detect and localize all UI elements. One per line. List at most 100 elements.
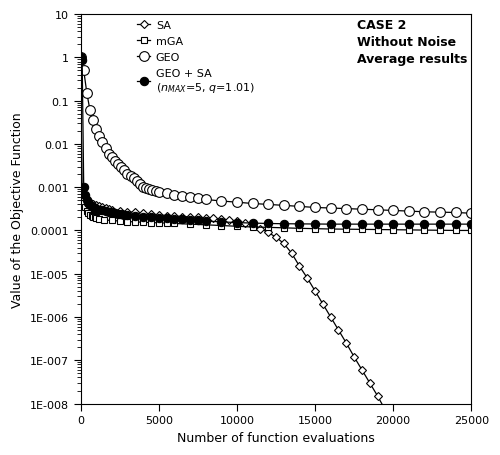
GEO [390, 208, 396, 214]
GEO + SA [96, 207, 102, 213]
GEO [437, 210, 443, 215]
mGA [452, 228, 458, 234]
mGA [156, 221, 162, 226]
SA [344, 340, 349, 346]
X-axis label: Number of function evaluations: Number of function evaluations [177, 431, 375, 444]
GEO [84, 91, 90, 96]
mGA [202, 222, 208, 228]
GEO + SA [281, 222, 287, 227]
GEO + SA [140, 215, 146, 220]
GEO [87, 108, 93, 114]
GEO + SA [78, 56, 84, 61]
Line: mGA: mGA [78, 68, 474, 234]
GEO [100, 140, 105, 146]
mGA [96, 217, 102, 222]
mGA [92, 215, 98, 221]
mGA [328, 227, 334, 232]
GEO [78, 56, 84, 61]
GEO [281, 203, 287, 209]
GEO [106, 152, 112, 157]
mGA [90, 214, 96, 220]
mGA [164, 221, 170, 226]
mGA [281, 226, 287, 231]
mGA [124, 219, 130, 225]
GEO + SA [437, 222, 443, 228]
mGA [374, 228, 380, 233]
GEO [265, 202, 271, 207]
GEO [122, 168, 128, 173]
mGA [187, 222, 193, 228]
Line: GEO: GEO [76, 53, 476, 218]
GEO [143, 186, 149, 192]
GEO + SA [148, 215, 154, 221]
GEO + SA [359, 222, 365, 228]
mGA [86, 211, 91, 217]
GEO [234, 200, 240, 206]
GEO [118, 164, 124, 170]
GEO [124, 172, 130, 177]
mGA [140, 220, 146, 226]
GEO [422, 210, 428, 215]
GEO + SA [164, 216, 170, 222]
GEO [146, 187, 152, 192]
mGA [344, 227, 349, 233]
SA [140, 211, 146, 217]
GEO [312, 205, 318, 211]
mGA [250, 225, 256, 230]
GEO + SA [265, 221, 271, 227]
mGA [406, 228, 412, 233]
GEO [140, 185, 146, 191]
GEO [109, 155, 115, 160]
GEO [406, 209, 412, 214]
GEO + SA [86, 201, 91, 207]
GEO [172, 192, 177, 198]
GEO [80, 69, 86, 74]
GEO + SA [328, 222, 334, 228]
mGA [312, 227, 318, 232]
mGA [80, 195, 86, 200]
GEO [115, 162, 121, 167]
GEO [328, 206, 334, 211]
mGA [218, 223, 224, 229]
GEO + SA [115, 212, 121, 217]
GEO + SA [84, 198, 90, 203]
Line: SA: SA [78, 185, 443, 455]
mGA [148, 220, 154, 226]
GEO + SA [468, 222, 474, 228]
GEO + SA [218, 220, 224, 225]
Line: GEO + SA: GEO + SA [76, 54, 475, 229]
GEO + SA [122, 212, 128, 218]
GEO [130, 176, 136, 182]
GEO [112, 159, 118, 165]
SA [265, 230, 271, 236]
mGA [422, 228, 428, 233]
GEO [359, 207, 365, 212]
mGA [116, 219, 122, 224]
mGA [88, 213, 94, 219]
GEO [452, 210, 458, 216]
mGA [234, 224, 240, 229]
GEO + SA [102, 209, 108, 214]
GEO [134, 179, 140, 184]
mGA [84, 209, 90, 214]
GEO + SA [406, 222, 412, 228]
GEO + SA [90, 205, 96, 211]
GEO + SA [118, 212, 124, 217]
GEO [102, 146, 108, 152]
mGA [101, 218, 107, 223]
mGA [172, 221, 177, 227]
GEO + SA [93, 207, 99, 212]
GEO + SA [312, 222, 318, 227]
GEO + SA [79, 59, 85, 64]
GEO + SA [179, 217, 185, 222]
GEO [202, 197, 208, 203]
GEO + SA [156, 216, 162, 221]
GEO + SA [109, 210, 115, 216]
mGA [296, 226, 302, 232]
GEO [187, 195, 193, 201]
mGA [109, 218, 115, 224]
GEO [96, 134, 102, 140]
GEO [344, 207, 349, 212]
GEO + SA [250, 221, 256, 226]
mGA [265, 225, 271, 231]
